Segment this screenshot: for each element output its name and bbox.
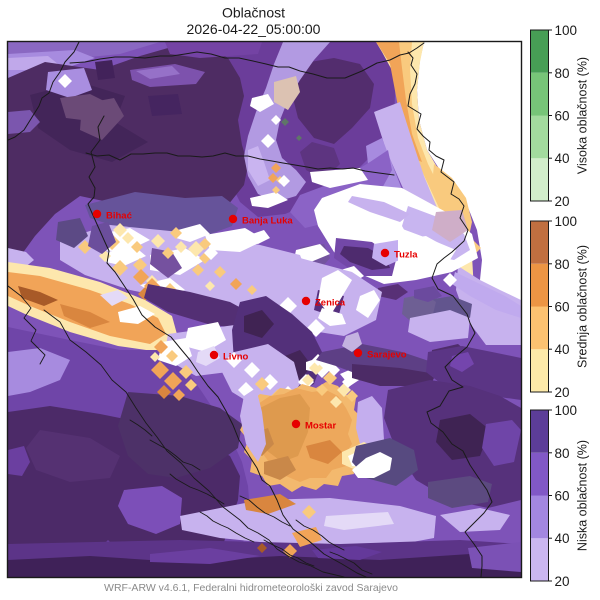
svg-text:80: 80 [555, 446, 570, 461]
svg-text:60: 60 [555, 300, 570, 315]
svg-text:Tuzla: Tuzla [394, 250, 418, 261]
svg-text:Livno: Livno [223, 352, 249, 363]
svg-text:WRF-ARW v4.6.1, Federalni hidr: WRF-ARW v4.6.1, Federalni hidrometeorolo… [104, 582, 398, 594]
svg-text:100: 100 [555, 214, 578, 229]
svg-text:40: 40 [555, 531, 570, 546]
svg-text:2026-04-22_05:00:00: 2026-04-22_05:00:00 [187, 21, 321, 37]
svg-text:60: 60 [555, 109, 570, 124]
svg-text:60: 60 [555, 489, 570, 504]
svg-text:Mostar: Mostar [305, 421, 336, 432]
svg-text:Srednja oblačnost (%): Srednja oblačnost (%) [576, 245, 590, 368]
svg-text:80: 80 [555, 257, 570, 272]
svg-text:20: 20 [555, 574, 570, 589]
svg-text:Visoka oblačnost (%): Visoka oblačnost (%) [576, 57, 590, 174]
svg-text:100: 100 [555, 23, 578, 38]
svg-text:80: 80 [555, 66, 570, 81]
svg-text:20: 20 [555, 194, 570, 209]
svg-text:Oblačnost: Oblačnost [222, 5, 285, 21]
svg-text:Niska oblačnost (%): Niska oblačnost (%) [576, 440, 590, 551]
svg-text:40: 40 [555, 342, 570, 357]
svg-text:Banja Luka: Banja Luka [242, 216, 293, 227]
svg-text:20: 20 [555, 385, 570, 400]
svg-text:Zenica: Zenica [315, 298, 346, 309]
svg-text:Sarajevo: Sarajevo [367, 350, 407, 361]
svg-text:40: 40 [555, 151, 570, 166]
svg-text:100: 100 [555, 403, 578, 418]
svg-text:Bihać: Bihać [106, 211, 132, 222]
